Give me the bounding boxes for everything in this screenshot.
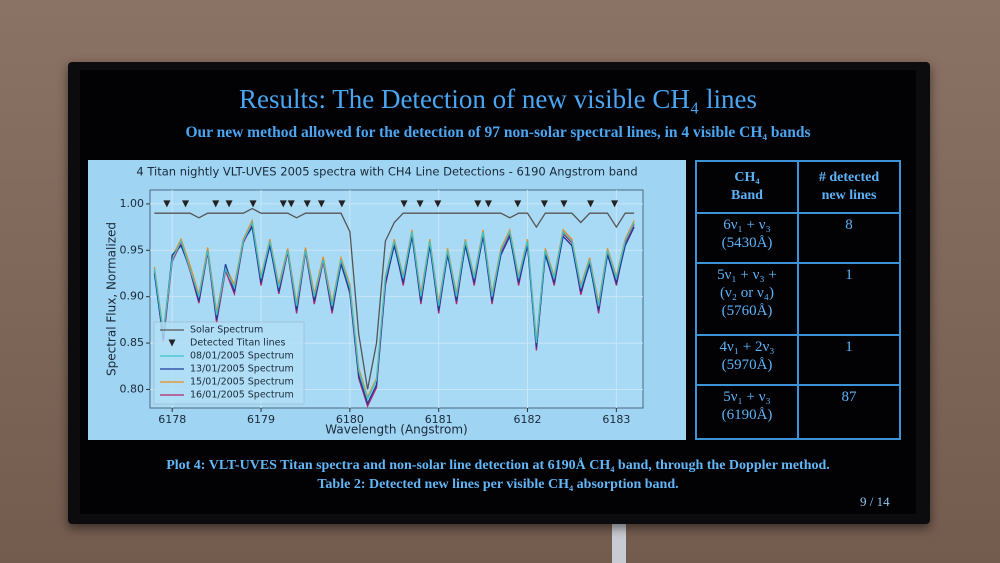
page-number: 9 / 14 — [860, 494, 890, 509]
line-marker — [514, 200, 522, 208]
line-marker — [287, 200, 295, 208]
y-tick-label: 0.90 — [120, 290, 145, 303]
cell-text: 6ν₁ + ν₃ — [723, 217, 771, 233]
caption: Plot 4: VLT-UVES Titan spectra and non-s… — [166, 458, 830, 473]
y-tick-label: 0.80 — [120, 382, 145, 395]
caption: Table 2: Detected new lines per visible … — [317, 477, 679, 492]
table: CH₄ Band # detected new lines 6ν₁ + ν₃ (543… — [695, 160, 901, 440]
cell: 1 — [797, 262, 901, 336]
x-tick-label: 6183 — [602, 413, 630, 426]
legend-label: Solar Spectrum — [190, 325, 263, 336]
table-row: 5ν₁ + ν₃ (6190Å) 87 — [695, 384, 901, 440]
x-tick-label: 6181 — [425, 413, 453, 426]
x-tick-label: 6179 — [247, 413, 275, 426]
y-tick-label: 1.00 — [120, 197, 145, 210]
line-marker — [474, 200, 482, 208]
table-row: 6ν₁ + ν₃ (5430Å) 8 — [695, 212, 901, 264]
chart-title: 4 Titan nightly VLT-UVES 2005 spectra wi… — [136, 165, 637, 179]
line-marker — [338, 200, 346, 208]
header-text: CH₄ — [734, 170, 760, 185]
line-marker — [484, 200, 492, 208]
line-marker — [400, 200, 408, 208]
cell: 4ν₁ + 2ν₃ (5970Å) — [695, 334, 799, 386]
cell-text: (ν₂ or ν₄) — [719, 285, 774, 301]
cell-text: (6190Å) — [721, 407, 773, 423]
cell: 5ν₁ + ν₃ + (ν₂ or ν₄) (5760Å) — [695, 262, 799, 336]
legend-label: 15/01/2005 Spectrum — [190, 377, 294, 388]
header-cell: CH₄ Band — [695, 160, 799, 214]
cell-text: 5ν₁ + ν₃ — [723, 389, 771, 405]
table-row: 5ν₁ + ν₃ + (ν₂ or ν₄) (5760Å) 1 — [695, 262, 901, 336]
y-tick-label: 0.95 — [120, 243, 145, 256]
line-marker — [163, 200, 171, 208]
line-marker — [317, 200, 325, 208]
spectrum-line — [153, 225, 635, 406]
line-marker — [587, 200, 595, 208]
line-marker — [540, 200, 548, 208]
table-row: 4ν₁ + 2ν₃ (5970Å) 1 — [695, 334, 901, 386]
chart: 4 Titan nightly VLT-UVES 2005 spectra wi… — [88, 160, 686, 440]
subtitle: Our new method allowed for the detection… — [185, 124, 811, 141]
cable — [612, 524, 626, 563]
table-header: CH₄ Band # detected new lines — [695, 160, 901, 214]
line-marker — [249, 200, 257, 208]
line-marker — [279, 200, 287, 208]
legend-label: 08/01/2005 Spectrum — [190, 351, 294, 362]
spectrum-line — [153, 220, 635, 401]
line-marker — [560, 200, 568, 208]
legend-swatch — [168, 339, 176, 347]
y-axis-label: Spectral Flux, Normalized — [105, 222, 119, 376]
line-marker — [225, 200, 233, 208]
cell: 87 — [797, 384, 901, 440]
cell: 5ν₁ + ν₃ (6190Å) — [695, 384, 799, 440]
x-tick-label: 6178 — [158, 413, 186, 426]
line-marker — [182, 200, 190, 208]
line-marker — [434, 200, 442, 208]
cell-text: (5430Å) — [721, 235, 773, 251]
cell: 8 — [797, 212, 901, 264]
cell-text: 5ν₁ + ν₃ + — [717, 267, 777, 283]
legend-label: Detected Titan lines — [190, 338, 285, 349]
legend-label: 13/01/2005 Spectrum — [190, 364, 294, 375]
cell-text: 4ν₁ + 2ν₃ — [719, 339, 775, 355]
header-text: # detected — [818, 170, 880, 185]
header-text: new lines — [821, 188, 877, 203]
legend-label: 16/01/2005 Spectrum — [190, 390, 294, 401]
legend-box — [153, 321, 305, 405]
cell: 1 — [797, 334, 901, 386]
line-marker — [611, 200, 619, 208]
line-marker — [416, 200, 424, 208]
y-tick-label: 0.85 — [120, 336, 145, 349]
header-cell: # detected new lines — [797, 160, 901, 214]
x-tick-label: 6182 — [514, 413, 542, 426]
line-marker — [212, 200, 220, 208]
title: Results: The Detection of new visible CH… — [238, 84, 758, 114]
line-marker — [303, 200, 311, 208]
spectrum-line — [154, 207, 635, 390]
cell-text: (5760Å) — [721, 303, 773, 319]
cell: 6ν₁ + ν₃ (5430Å) — [695, 212, 799, 264]
cell-text: (5970Å) — [721, 357, 773, 373]
x-axis-label: Wavelength (Angstrom) — [325, 423, 467, 437]
x-tick-label: 6180 — [336, 413, 364, 426]
header-text: Band — [731, 188, 763, 203]
